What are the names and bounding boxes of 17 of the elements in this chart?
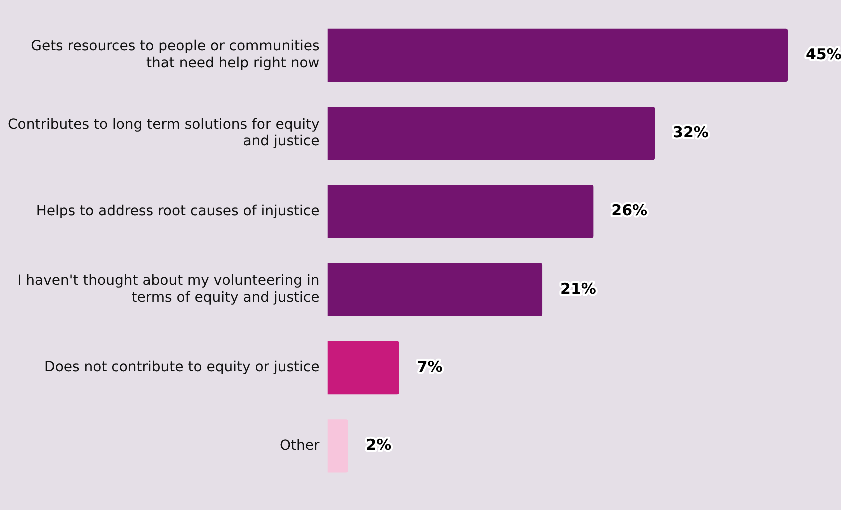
y-tick-label: Contributes to long term solutions for equity and justice: [8, 116, 320, 150]
data-label: 32%: [673, 123, 709, 142]
data-label: 26%: [612, 202, 648, 220]
y-tick-label: Other: [280, 438, 320, 454]
bar: [328, 263, 543, 316]
data-label: 2%: [366, 436, 392, 454]
bar: [328, 341, 400, 395]
bar: [328, 107, 656, 160]
y-tick-label: I haven't thought about my volunteering in terms of equity and justice: [18, 273, 320, 306]
bar: [328, 28, 788, 82]
data-label: 21%: [560, 280, 596, 298]
y-tick-label: Helps to address root causes of injustice: [36, 203, 320, 220]
data-label: 7%: [417, 358, 443, 376]
bar: [328, 185, 594, 238]
y-tick-label: Does not contribute to equity or justice: [44, 360, 320, 376]
y-tick-label: Gets resources to people or communities that need help right now: [31, 38, 320, 72]
bar: [328, 420, 348, 473]
